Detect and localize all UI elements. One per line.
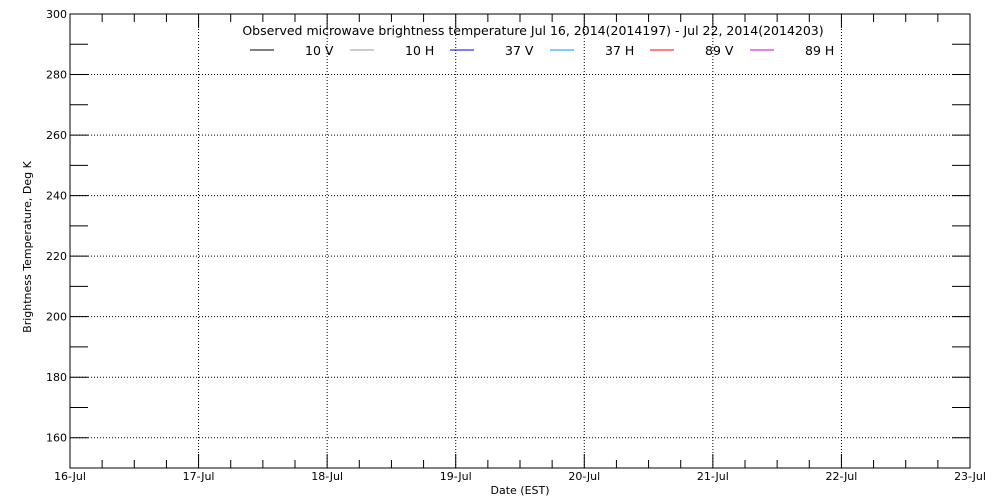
legend-label-2: 37 V <box>505 43 534 58</box>
x-tick-label: 22-Jul <box>825 470 857 483</box>
y-tick-label: 200 <box>46 311 67 324</box>
x-tick-label: 23-Jul <box>954 470 986 483</box>
y-tick-label: 260 <box>46 129 67 142</box>
legend: 10 V 10 H 37 V 37 H 89 V 89 H <box>250 43 834 58</box>
legend-label-4: 89 V <box>705 43 734 58</box>
legend-label-0: 10 V <box>305 43 334 58</box>
y-tick-label: 180 <box>46 371 67 384</box>
y-tick-label: 220 <box>46 250 67 263</box>
legend-label-5: 89 H <box>805 43 834 58</box>
x-tick-label: 18-Jul <box>311 470 343 483</box>
x-tick-label: 16-Jul <box>54 470 86 483</box>
plot-frame <box>69 13 971 469</box>
y-tick-label: 240 <box>46 190 67 203</box>
y-tick-label: 280 <box>46 69 67 82</box>
legend-label-3: 37 H <box>605 43 634 58</box>
x-tick-label: 19-Jul <box>440 470 472 483</box>
x-tick-labels: 16-Jul 17-Jul 18-Jul 19-Jul 20-Jul 21-Jul 22-J… <box>54 470 986 483</box>
x-tick-label: 17-Jul <box>183 470 215 483</box>
legend-label-1: 10 H <box>405 43 434 58</box>
y-tick-label: 300 <box>46 8 67 21</box>
y-tick-labels: 160 180 200 220 240 260 280 300 <box>46 8 67 445</box>
y-axis-label: Brightness Temperature, Deg K <box>21 160 34 332</box>
grid <box>70 14 970 468</box>
x-tick-label: 20-Jul <box>568 470 600 483</box>
x-axis-label: Date (EST) <box>490 484 549 497</box>
ticks <box>69 13 971 468</box>
y-tick-label: 160 <box>46 432 67 445</box>
x-tick-label: 21-Jul <box>697 470 729 483</box>
chart-title: Observed microwave brightness temperatur… <box>242 23 823 38</box>
